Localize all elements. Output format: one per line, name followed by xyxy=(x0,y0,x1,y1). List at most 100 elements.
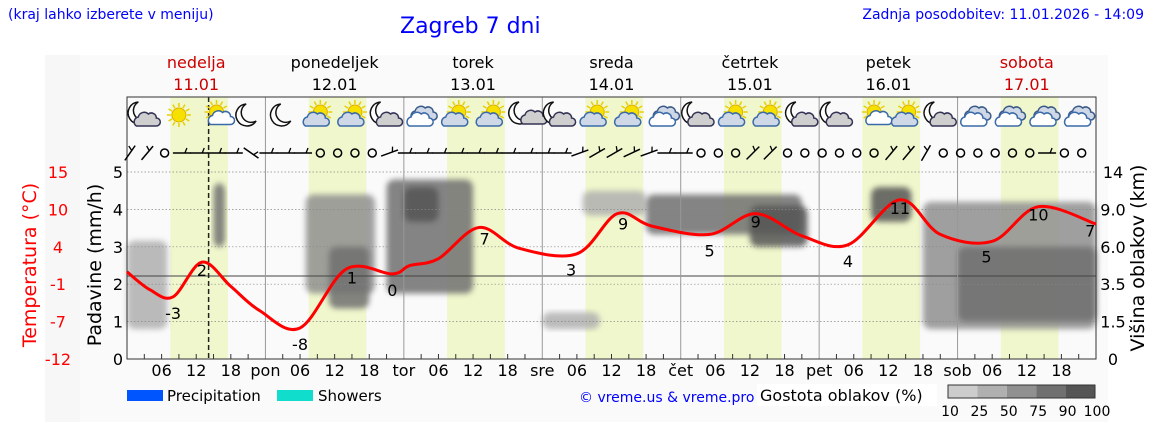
hour-label: 12 xyxy=(740,361,760,380)
wind-calm-icon xyxy=(332,148,343,158)
hour-label: 12 xyxy=(463,361,483,380)
precip-tick: 0 xyxy=(113,350,123,369)
wind-barb-flag xyxy=(426,147,430,154)
density-title-bg xyxy=(757,384,937,406)
page-title: Zagreb 7 dni xyxy=(400,14,541,39)
wind-barb-icon xyxy=(518,147,537,154)
location-hint[interactable]: (kraj lahko izberete v meniju) xyxy=(8,7,214,23)
moon-cloud-icon xyxy=(784,101,819,127)
temperature-label: -3 xyxy=(165,304,181,323)
precip-tick: 3 xyxy=(113,238,123,257)
wind-barb-icon xyxy=(657,147,676,154)
cloudy-icon xyxy=(1029,105,1061,127)
cloud-shape xyxy=(406,111,434,127)
wind-barb-flag xyxy=(253,151,259,156)
temperature-label: 9 xyxy=(751,213,761,232)
density-swatch xyxy=(1036,385,1066,398)
sun-ray xyxy=(361,105,366,109)
wind-barb-icon xyxy=(674,147,693,154)
cloud-shape xyxy=(790,111,819,127)
sun-ray xyxy=(185,108,190,112)
day-abbr-label: pon xyxy=(250,361,280,380)
temperature-label: 11 xyxy=(890,199,910,218)
sun-cloud-icon xyxy=(475,100,506,127)
cloud-patch xyxy=(127,240,168,330)
day-date: 11.01 xyxy=(173,75,219,94)
day-abbr-label: tor xyxy=(393,361,416,380)
wind-barb-shaft xyxy=(589,147,606,159)
wind-calm-icon xyxy=(1007,148,1018,158)
wind-calm-icon xyxy=(938,148,949,158)
hour-label: 06 xyxy=(290,361,310,380)
temperature-label: 7 xyxy=(480,229,490,248)
sun-cloud-icon xyxy=(579,100,610,127)
sun-ray xyxy=(590,101,594,106)
wind-barb-flag xyxy=(907,145,912,152)
sun-ray xyxy=(773,101,777,106)
cloud-patch xyxy=(542,312,600,330)
wind-barb-flag xyxy=(615,146,618,152)
sun-ray xyxy=(728,101,733,106)
sun-ray xyxy=(863,105,868,109)
wind-barb-icon xyxy=(623,146,641,158)
density-swatch xyxy=(1065,385,1095,398)
wind-barb-shaft xyxy=(920,144,932,162)
sun-ray xyxy=(915,115,920,119)
density-bar-frame xyxy=(947,384,1096,399)
sun-ray xyxy=(326,105,332,109)
wind-barb-flag xyxy=(1049,147,1053,154)
hour-label: 18 xyxy=(359,361,379,380)
wind-barb-icon xyxy=(640,146,658,157)
moon-cloud-icon xyxy=(542,101,577,127)
sun-ray xyxy=(205,115,210,119)
sun-ray xyxy=(897,105,903,109)
day-name: nedelja xyxy=(167,53,226,72)
precip-tick: 1 xyxy=(113,313,123,332)
hour-label: 06 xyxy=(705,361,725,380)
wind-calm-icon xyxy=(1059,148,1070,158)
showers-legend-label: Showers xyxy=(318,387,382,405)
wind-barb-flag xyxy=(128,145,133,151)
cloud-shape xyxy=(825,111,854,127)
wind-barb-shaft xyxy=(623,148,641,158)
wind-barb-flag xyxy=(305,147,309,154)
wind-calm-icon xyxy=(852,148,862,158)
density-level-label: 10 xyxy=(941,404,959,420)
moon-icon xyxy=(269,103,292,127)
wind-barb-flag xyxy=(769,145,773,152)
wind-barb-icon xyxy=(449,147,468,154)
sun-cloud-icon xyxy=(717,100,748,127)
wind-barb-icon xyxy=(294,147,313,154)
density-level-label: 90 xyxy=(1059,404,1077,420)
cloud-shape xyxy=(133,111,162,127)
wind-barb-icon xyxy=(259,147,278,154)
sun-ray xyxy=(209,101,214,106)
precipitation-swatch xyxy=(127,390,163,401)
precip-axis-label: Padavine (mm/h) xyxy=(84,184,106,347)
wind-calm-icon xyxy=(973,148,983,158)
wind-barb-icon xyxy=(571,146,589,157)
cloud-patch xyxy=(328,246,370,309)
showers-swatch xyxy=(277,390,313,401)
wind-barb-icon xyxy=(243,147,259,159)
wind-calm-icon xyxy=(1076,148,1087,158)
wind-barb-shaft xyxy=(571,149,589,157)
day-abbr-label: sre xyxy=(530,361,554,380)
sun-small-cloud-icon xyxy=(204,100,236,126)
wind-barb-flag xyxy=(409,147,413,154)
day-abbr-label: pet xyxy=(806,361,832,380)
sun-ray xyxy=(168,108,173,112)
sun-cloud-icon xyxy=(302,100,333,127)
wind-barb-icon xyxy=(467,147,486,154)
moon-cloud-icon xyxy=(681,101,715,127)
copyright-link[interactable]: © vreme.us & vreme.pro xyxy=(579,390,754,406)
wind-barb-icon xyxy=(207,147,226,154)
day-name: sreda xyxy=(589,53,633,72)
sun-ray xyxy=(877,101,881,106)
temperature-tick: -12 xyxy=(45,350,71,369)
hour-label: 06 xyxy=(982,361,1002,380)
cloud-height-axis-label: Višina oblakov (km) xyxy=(1127,165,1149,352)
hour-label: 06 xyxy=(428,361,448,380)
sun-ray xyxy=(172,104,176,109)
wind-barb-flag xyxy=(236,147,240,154)
